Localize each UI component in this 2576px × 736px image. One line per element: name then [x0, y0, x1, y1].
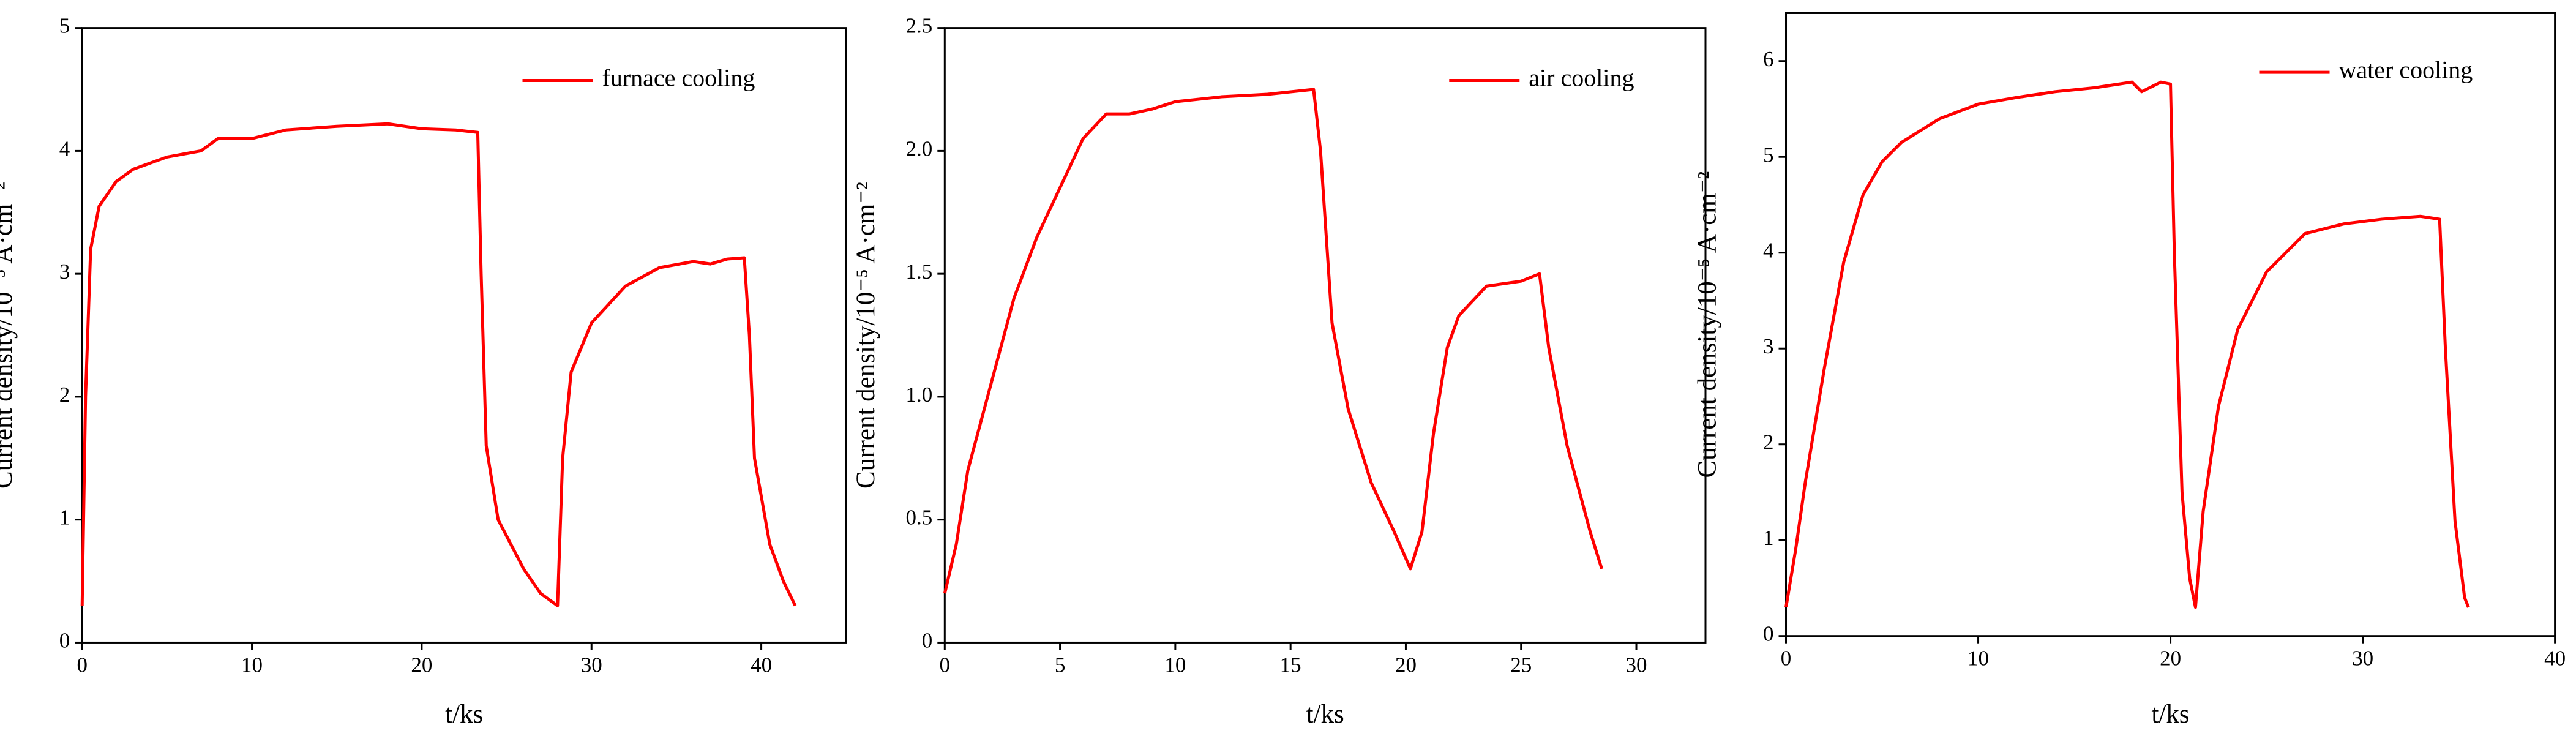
legend-label: air cooling — [1529, 64, 1634, 92]
x-tick-label: 40 — [2544, 647, 2566, 670]
y-tick-label: 4 — [59, 137, 70, 160]
y-tick-label: 0 — [1763, 622, 1774, 646]
y-tick-label: 3 — [59, 260, 70, 284]
y-tick-label: 5 — [1763, 143, 1774, 167]
y-tick-label: 4 — [1763, 239, 1774, 263]
x-axis-label: t/ks — [2151, 700, 2189, 729]
y-tick-label: 2.0 — [906, 137, 933, 160]
y-tick-label: 2.5 — [906, 14, 933, 38]
x-tick-label: 5 — [1055, 653, 1066, 677]
y-tick-label: 1.0 — [906, 383, 933, 407]
x-tick-label: 20 — [2160, 647, 2181, 670]
y-tick-label: 1.5 — [906, 260, 933, 284]
y-axis-label: Current density/10⁻⁵ A·cm⁻² — [1693, 171, 1721, 478]
data-line — [1784, 80, 2470, 609]
plot-frame — [943, 27, 1707, 644]
y-axis-label: Current density/10⁻⁵ A·cm⁻² — [0, 182, 18, 489]
x-tick-label: 15 — [1280, 653, 1301, 677]
x-tick-label: 0 — [1781, 647, 1792, 670]
legend-label: water cooling — [2339, 56, 2473, 83]
x-axis-label: t/ks — [445, 700, 483, 729]
x-tick-label: 10 — [1164, 653, 1186, 677]
x-tick-label: 30 — [2352, 647, 2373, 670]
y-tick-label: 2 — [1763, 430, 1774, 454]
x-tick-label: 0 — [77, 653, 88, 677]
y-tick-label: 0 — [922, 628, 933, 652]
x-tick-label: 20 — [411, 653, 432, 677]
x-tick-label: 30 — [1626, 653, 1647, 677]
x-tick-label: 10 — [241, 653, 263, 677]
data-line — [80, 122, 797, 607]
x-tick-label: 30 — [581, 653, 602, 677]
y-tick-label: 3 — [1763, 334, 1774, 358]
x-tick-label: 25 — [1510, 653, 1532, 677]
x-tick-label: 10 — [1968, 647, 1989, 670]
y-tick-label: 0 — [59, 628, 70, 652]
x-tick-label: 20 — [1395, 653, 1417, 677]
y-tick-label: 6 — [1763, 47, 1774, 71]
x-axis-label: t/ks — [1306, 700, 1344, 729]
y-tick-label: 1 — [59, 506, 70, 530]
plot-frame — [81, 27, 847, 644]
y-tick-label: 0.5 — [906, 506, 933, 530]
y-tick-label: 2 — [59, 383, 70, 407]
y-tick-label: 1 — [1763, 526, 1774, 550]
x-tick-label: 0 — [940, 653, 951, 677]
y-tick-label: 5 — [59, 14, 70, 38]
data-line — [943, 88, 1603, 594]
y-axis-label: Current density/10⁻⁵ A·cm⁻² — [852, 182, 880, 489]
legend-label: furnace cooling — [602, 64, 755, 92]
x-tick-label: 40 — [751, 653, 772, 677]
